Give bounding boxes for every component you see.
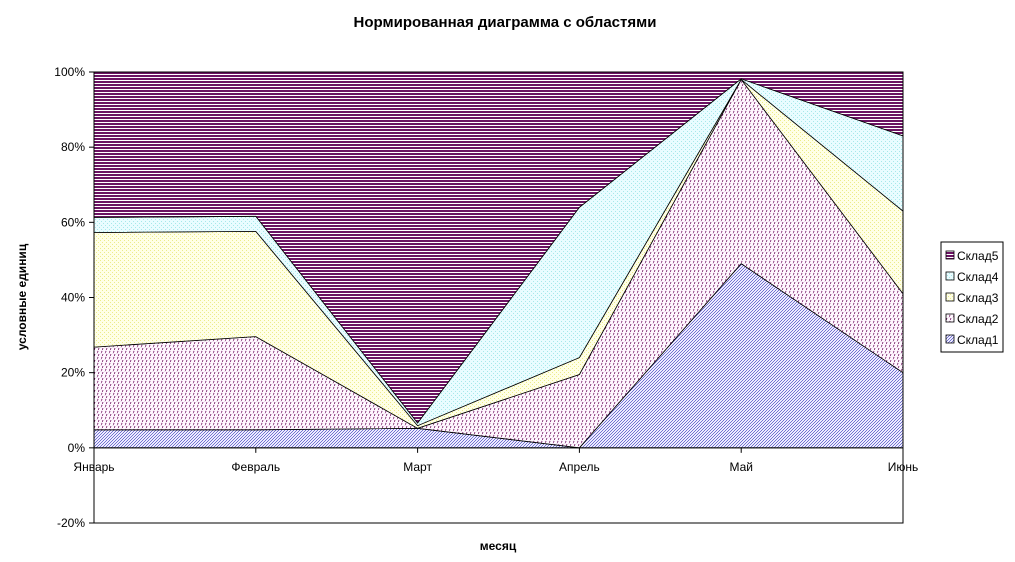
- x-tick-label: Май: [729, 460, 753, 474]
- y-tick-label: -20%: [57, 516, 85, 530]
- legend-swatch: [945, 271, 955, 281]
- y-tick-label: 80%: [61, 140, 85, 154]
- x-tick-label: Апрель: [559, 460, 600, 474]
- legend-swatch: [945, 313, 955, 323]
- x-axis-title: месяц: [480, 539, 517, 553]
- legend-label: Склад4: [957, 270, 999, 284]
- x-tick-label: Январь: [73, 460, 114, 474]
- x-tick-label: Март: [403, 460, 432, 474]
- legend-label: Склад1: [957, 333, 999, 347]
- y-tick-label: 0%: [68, 441, 86, 455]
- legend-swatch: [945, 250, 955, 260]
- legend-label: Склад3: [957, 291, 999, 305]
- y-tick-label: 60%: [61, 215, 85, 229]
- y-tick-label: 40%: [61, 291, 85, 305]
- chart-title: Нормированная диаграмма с областями: [354, 14, 657, 31]
- plot-area: [93, 71, 904, 523]
- y-tick-label: 100%: [54, 65, 85, 79]
- x-tick-label: Июнь: [888, 460, 919, 474]
- y-axis-title: условные единиц: [15, 243, 29, 350]
- legend: Склад5 Склад4 Склад3 Склад2 Склад1: [940, 241, 1004, 353]
- y-tick-label: 20%: [61, 366, 85, 380]
- x-tick-label: Февраль: [231, 460, 280, 474]
- axes: -20% 0% 20% 40% 60% 80% 100% Январь Февраль Март А…: [54, 65, 918, 530]
- legend-label: Склад2: [957, 312, 999, 326]
- legend-swatch: [945, 292, 955, 302]
- legend-swatch: [945, 334, 955, 344]
- legend-label: Склад5: [957, 249, 999, 263]
